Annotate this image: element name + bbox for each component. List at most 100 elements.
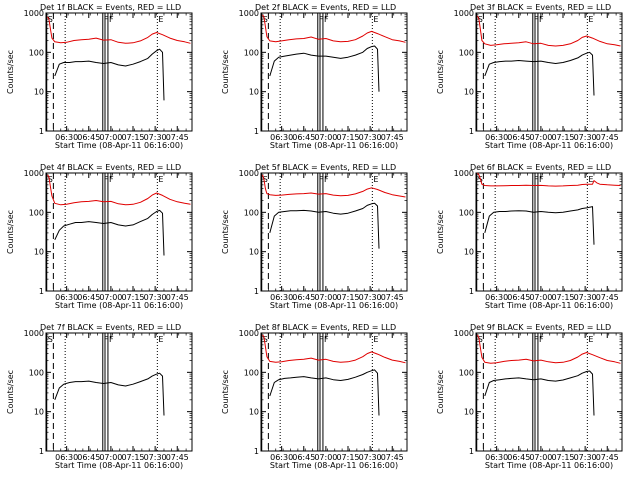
plot-frame — [475, 332, 623, 452]
x-tick-label: 07:30 — [144, 293, 167, 302]
y-tick-label: 10 — [34, 88, 44, 97]
x-tick-label: 07:30 — [359, 133, 382, 142]
events-series-line — [484, 206, 595, 245]
marker-label: E — [588, 175, 593, 184]
y-tick-label: 1 — [39, 127, 44, 136]
x-tick-label: 07:30 — [359, 453, 382, 462]
x-tick-label: 06:30 — [55, 133, 78, 142]
x-tick-label: 07:15 — [336, 293, 359, 302]
plot-frame — [260, 12, 408, 132]
plot-frame — [45, 172, 193, 292]
x-tick-label: 07:30 — [144, 133, 167, 142]
x-tick-label: 07:30 — [574, 293, 597, 302]
plot-title: Det 3f BLACK = Events, RED = LLD — [470, 3, 611, 12]
marker-label: F — [324, 335, 329, 344]
detector-plot-2: Det 2f BLACK = Events, RED = LLD Counts/s… — [221, 3, 408, 150]
x-tick-label: 06:45 — [292, 133, 315, 142]
marker-label: E — [588, 335, 593, 344]
x-tick-label: 06:45 — [507, 453, 530, 462]
marker-label: E — [373, 175, 378, 184]
x-tick-label: 07:00 — [314, 133, 337, 142]
x-tick-label: 07:15 — [121, 453, 144, 462]
events-series-line — [269, 369, 380, 416]
x-axis-label: Start Time (08-Apr-11 06:16:00) — [485, 301, 613, 310]
x-tick-label: 07:15 — [551, 293, 574, 302]
x-tick-label: 07:00 — [99, 293, 122, 302]
detector-plot-3: Det 3f BLACK = Events, RED = LLD Counts/s… — [436, 3, 623, 150]
y-tick-label: 1 — [469, 287, 474, 296]
x-tick-label: 07:30 — [574, 453, 597, 462]
x-tick-label: 07:45 — [381, 293, 404, 302]
marker-label: E — [158, 335, 163, 344]
x-tick-label: 07:45 — [166, 293, 189, 302]
x-tick-label: 06:30 — [485, 453, 508, 462]
x-tick-label: 07:45 — [596, 453, 619, 462]
y-tick-label: 10 — [249, 88, 259, 97]
x-tick-label: 07:15 — [121, 293, 144, 302]
lld-series-line — [47, 174, 191, 206]
y-axis-label: Counts/sec — [436, 210, 445, 254]
lld-series-line — [47, 16, 191, 44]
x-tick-label: 06:30 — [485, 133, 508, 142]
x-tick-label: 06:30 — [55, 293, 78, 302]
marker-label: F — [104, 175, 109, 184]
y-tick-label: 1000 — [454, 169, 474, 178]
x-axis-label: Start Time (08-Apr-11 06:16:00) — [270, 461, 398, 470]
x-tick-label: 06:45 — [507, 293, 530, 302]
x-tick-label: 07:30 — [574, 133, 597, 142]
events-series-line — [269, 45, 380, 92]
y-tick-label: 1000 — [24, 329, 44, 338]
marker-label: F — [534, 15, 539, 24]
marker-label: F — [319, 15, 324, 24]
plot-title: Det 1f BLACK = Events, RED = LLD — [40, 3, 181, 12]
x-tick-label: 07:15 — [336, 453, 359, 462]
x-tick-label: 06:45 — [507, 133, 530, 142]
plot-frame — [45, 332, 193, 452]
x-tick-label: 07:00 — [529, 453, 552, 462]
x-tick-label: 06:30 — [270, 293, 293, 302]
lld-series-line — [262, 14, 406, 43]
y-tick-label: 100 — [29, 368, 44, 377]
marker-label: F — [324, 175, 329, 184]
y-tick-label: 100 — [29, 208, 44, 217]
x-tick-label: 07:15 — [121, 133, 144, 142]
x-axis-label: Start Time (08-Apr-11 06:16:00) — [55, 141, 183, 150]
plot-title: Det 7f BLACK = Events, RED = LLD — [40, 323, 181, 332]
marker-label: F — [319, 335, 324, 344]
x-axis-label: Start Time (08-Apr-11 06:16:00) — [485, 461, 613, 470]
y-tick-label: 1 — [39, 287, 44, 296]
x-axis-label: Start Time (08-Apr-11 06:16:00) — [485, 141, 613, 150]
y-tick-label: 100 — [459, 208, 474, 217]
y-tick-label: 10 — [249, 248, 259, 257]
y-tick-label: 10 — [249, 408, 259, 417]
plot-frame — [260, 332, 408, 452]
y-tick-label: 1000 — [454, 329, 474, 338]
detector-plot-5: Det 5f BLACK = Events, RED = LLD Counts/s… — [221, 163, 408, 310]
x-axis-label: Start Time (08-Apr-11 06:16:00) — [55, 301, 183, 310]
lld-series-line — [477, 172, 621, 187]
plot-title: Det 5f BLACK = Events, RED = LLD — [255, 163, 396, 172]
x-tick-label: 07:15 — [551, 133, 574, 142]
lld-series-line — [262, 334, 406, 364]
y-tick-label: 1 — [254, 287, 259, 296]
marker-label: S — [48, 15, 53, 24]
y-axis-label: Counts/sec — [221, 50, 230, 94]
x-tick-label: 06:45 — [292, 293, 315, 302]
y-tick-label: 100 — [244, 48, 259, 57]
x-tick-label: 07:45 — [596, 293, 619, 302]
marker-label: S — [263, 175, 268, 184]
detector-plot-1: Det 1f BLACK = Events, RED = LLD Counts/s… — [6, 3, 193, 150]
y-axis-label: Counts/sec — [6, 210, 15, 254]
marker-label: F — [534, 335, 539, 344]
plot-frame — [260, 172, 408, 292]
marker-label: E — [373, 335, 378, 344]
y-tick-label: 100 — [244, 208, 259, 217]
x-tick-label: 07:00 — [529, 133, 552, 142]
y-tick-label: 1 — [469, 447, 474, 456]
marker-label: E — [158, 15, 163, 24]
marker-label: S — [263, 15, 268, 24]
events-series-line — [269, 202, 380, 249]
marker-label: E — [588, 15, 593, 24]
x-tick-label: 07:15 — [336, 133, 359, 142]
